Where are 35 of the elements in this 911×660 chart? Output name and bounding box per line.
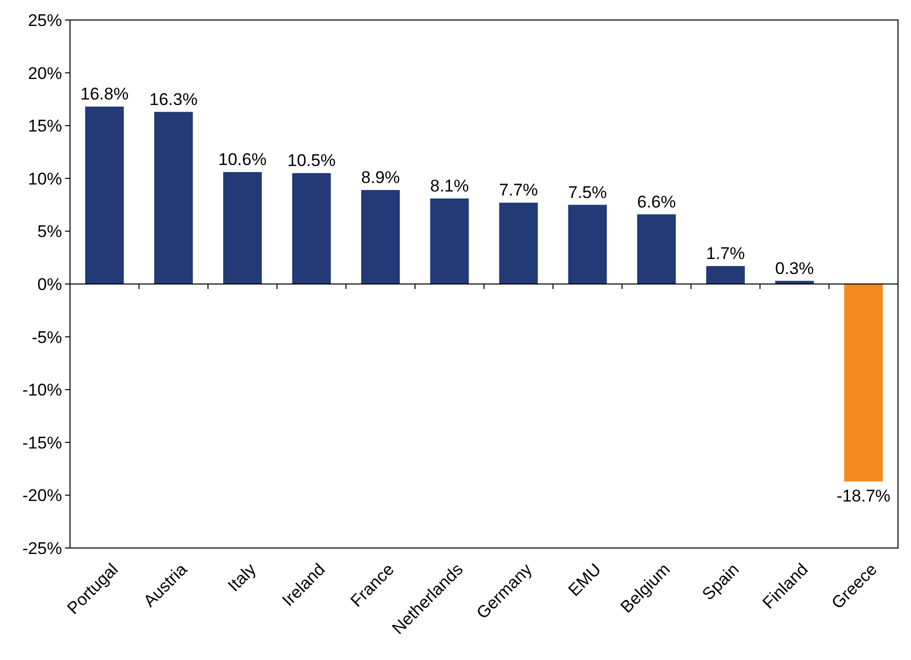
y-tick-label: -20% [22, 486, 62, 506]
data-label: 1.7% [706, 244, 745, 264]
data-label: 8.1% [430, 176, 469, 196]
data-label: 16.8% [80, 84, 129, 104]
y-tick-label: -5% [32, 328, 62, 347]
data-label: 16.3% [149, 90, 198, 109]
bar [430, 198, 469, 284]
y-tick-label: 15% [28, 116, 62, 136]
data-label: 7.7% [499, 180, 538, 200]
bar [637, 214, 676, 284]
data-label: 8.9% [361, 168, 400, 188]
y-tick-label: -25% [22, 538, 62, 558]
y-tick-label: 0% [37, 274, 62, 294]
bar [499, 202, 538, 284]
y-tick-label: 25% [28, 10, 62, 30]
data-label: 7.5% [568, 182, 607, 202]
data-label: 6.6% [637, 192, 676, 212]
y-tick-label: 10% [28, 169, 62, 188]
y-tick-label: 5% [37, 222, 62, 242]
bar [85, 106, 124, 284]
bar [706, 266, 745, 284]
bar [292, 173, 331, 284]
bar [361, 190, 400, 284]
data-label: 10.6% [218, 150, 267, 170]
data-label: 0.3% [775, 258, 814, 278]
y-tick-label: -10% [22, 380, 62, 400]
bar [844, 284, 883, 482]
bar [154, 112, 193, 284]
x-tick-label: Italy [224, 559, 260, 596]
y-tick-label: -15% [22, 433, 62, 452]
data-label: 10.5% [287, 151, 336, 170]
bar [223, 172, 262, 284]
data-label: -18.7% [836, 486, 890, 506]
y-tick-label: 20% [28, 64, 62, 83]
bar [568, 204, 607, 284]
